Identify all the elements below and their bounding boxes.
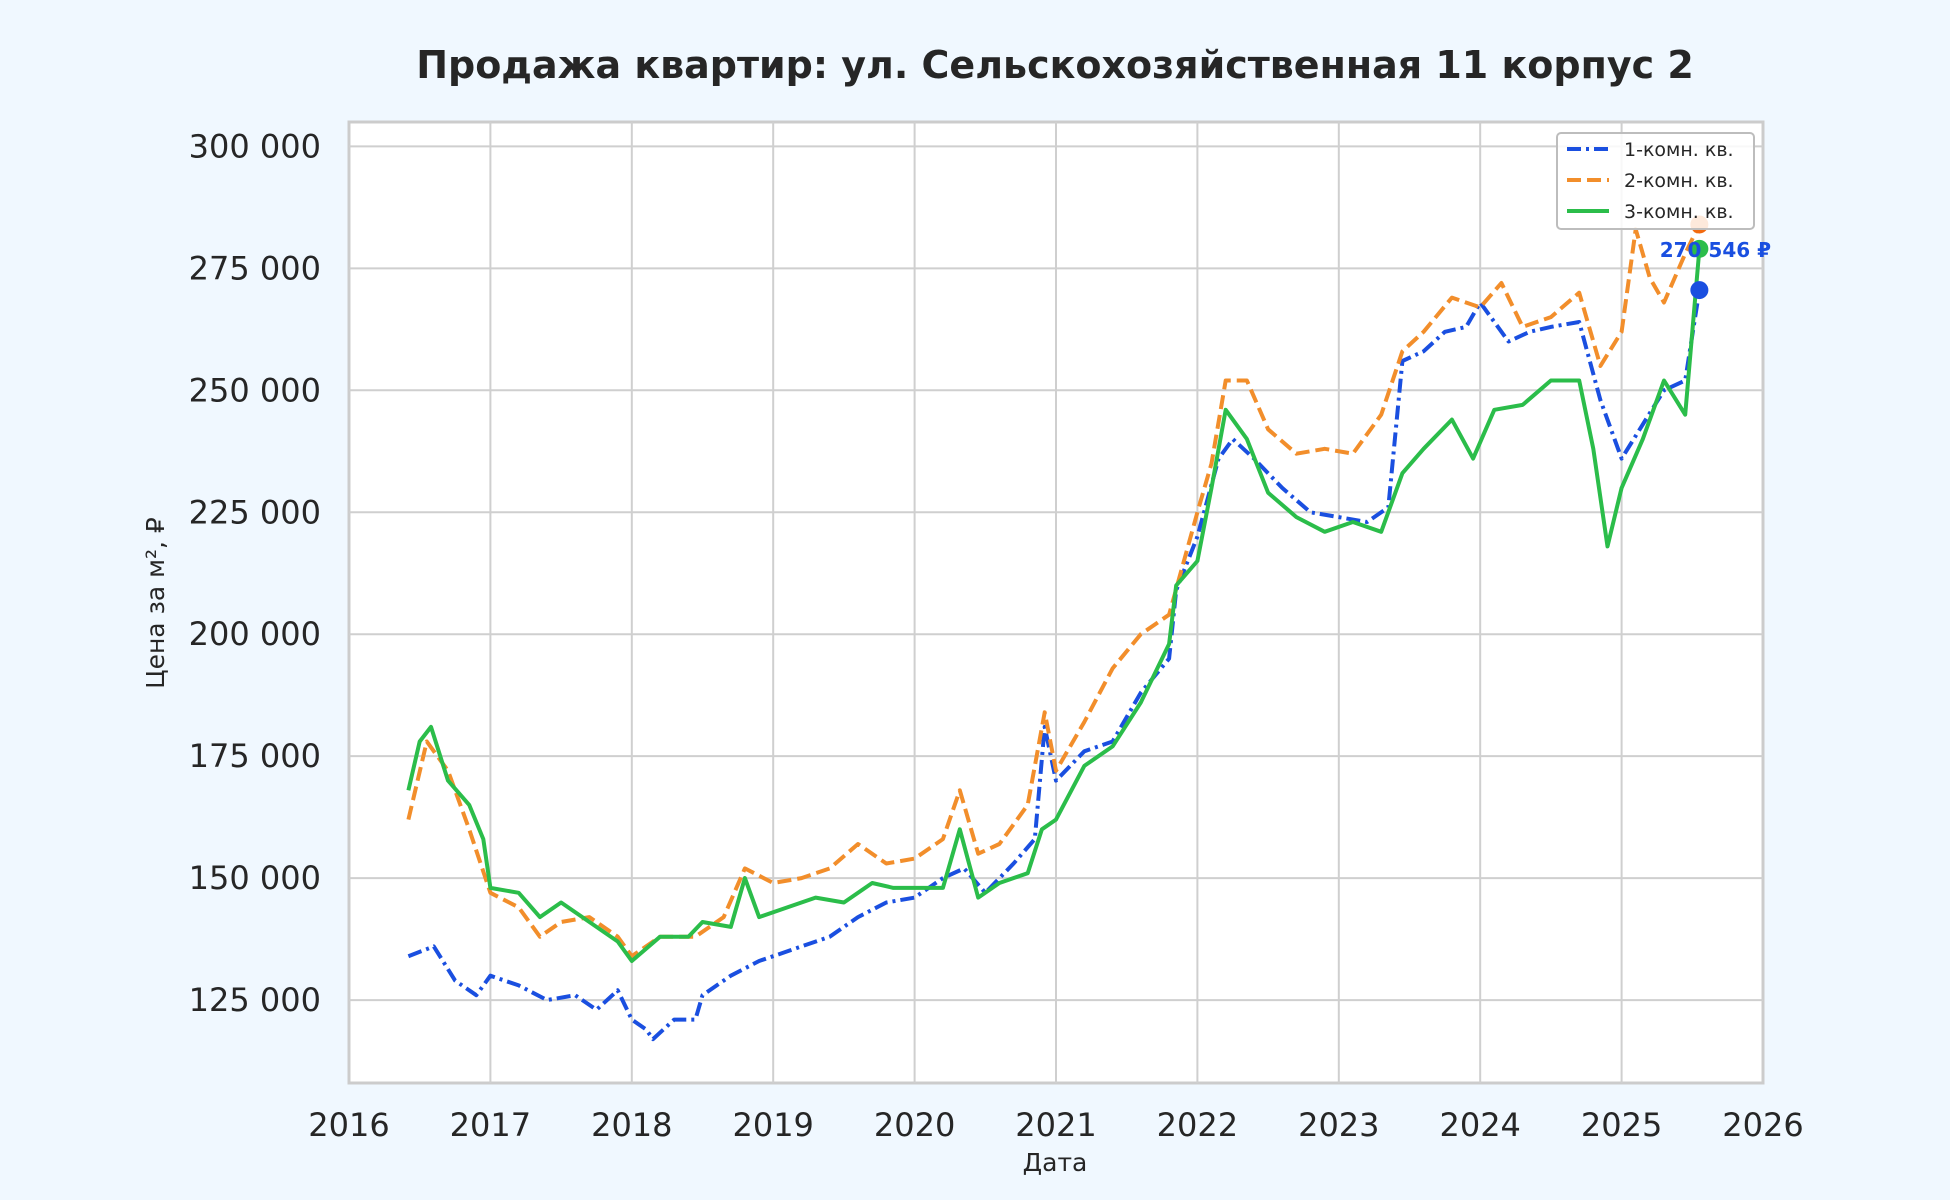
x-tick-label: 2024	[1439, 1106, 1520, 1144]
y-tick-label: 250 000	[189, 371, 321, 409]
y-tick-labels: 125 000 150 000 175 000 200 000 225 000 250 0…	[189, 127, 321, 1019]
y-axis-label: Цена за м², ₽	[141, 517, 170, 689]
x-tick-label: 2019	[732, 1106, 813, 1144]
legend-box	[1556, 132, 1755, 230]
series-line-1	[407, 289, 1702, 1042]
x-tick-label: 2018	[591, 1106, 672, 1144]
x-tick-label: 2021	[1015, 1106, 1096, 1144]
end-marker-1	[1690, 281, 1709, 300]
x-tick-label: 2016	[308, 1106, 389, 1144]
y-tick-label: 125 000	[189, 981, 321, 1019]
x-tick-label: 2026	[1722, 1106, 1803, 1144]
y-tick-label: 225 000	[189, 493, 321, 531]
legend-entry: 2-комн. кв.	[1624, 170, 1734, 192]
x-tick-label: 2022	[1157, 1106, 1238, 1144]
chart-title: Продажа квартир: ул. Сельскохозяйственна…	[416, 43, 1694, 87]
legend: 1-комн. кв. 2-комн. кв. 3-комн. кв.	[1556, 132, 1755, 230]
legend-entry: 1-комн. кв.	[1624, 139, 1734, 161]
x-tick-label: 2023	[1298, 1106, 1379, 1144]
annotations: 270 546 ₽	[1660, 238, 1771, 262]
series-line-3	[406, 248, 1702, 963]
x-axis-label: Дата	[1023, 1148, 1088, 1177]
y-tick-label: 300 000	[189, 127, 321, 165]
x-tick-label: 2017	[450, 1106, 531, 1144]
series-lines	[406, 223, 1702, 1042]
y-tick-label: 175 000	[189, 737, 321, 775]
x-tick-label: 2020	[874, 1106, 955, 1144]
end-marker-3	[1690, 239, 1709, 258]
y-tick-label: 200 000	[189, 615, 321, 653]
x-tick-label: 2025	[1581, 1106, 1662, 1144]
y-tick-label: 275 000	[189, 249, 321, 287]
annotation-label: 270 546 ₽	[1660, 238, 1771, 262]
y-tick-label: 150 000	[189, 859, 321, 897]
x-tick-labels: 2016 2017 2018 2019 2020 2021 2022 2023 2024 2025…	[308, 1106, 1803, 1144]
series-line-2	[406, 223, 1702, 959]
legend-entry: 3-комн. кв.	[1624, 201, 1734, 223]
